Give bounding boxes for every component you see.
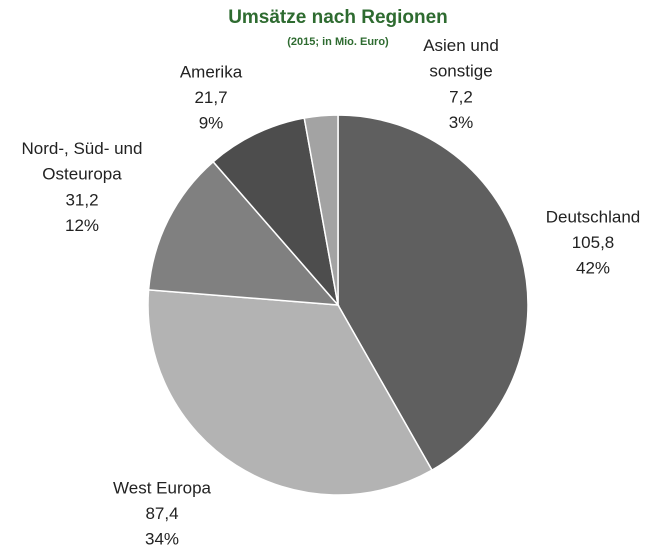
pie-slice [337, 114, 529, 472]
slice-label: Asien und sonstige [423, 36, 499, 81]
pie-slice [147, 289, 433, 496]
value-label: 105,8 [572, 233, 615, 252]
slice-label: Deutschland [546, 207, 641, 226]
percentage-label: 3% [449, 113, 474, 132]
value-label: 31,2 [65, 190, 98, 209]
chart-title: Umsätze nach Regionen [228, 7, 448, 28]
value-label: 7,2 [449, 87, 473, 106]
pie-slice [303, 114, 339, 306]
percentage-label: 42% [576, 258, 610, 277]
slice-label: Nord-, Süd- und Osteuropa [22, 139, 143, 184]
value-label: 87,4 [145, 504, 178, 523]
slice-label: West Europa [113, 478, 212, 497]
percentage-label: 12% [65, 216, 99, 235]
percentage-label: 9% [199, 113, 224, 132]
pie-slice [147, 160, 340, 306]
slice-label: Amerika [180, 62, 243, 81]
value-label: 21,7 [194, 88, 227, 107]
chart-subtitle: (2015; in Mio. Euro) [287, 36, 389, 48]
pie-slice [212, 117, 340, 308]
percentage-label: 34% [145, 529, 179, 548]
